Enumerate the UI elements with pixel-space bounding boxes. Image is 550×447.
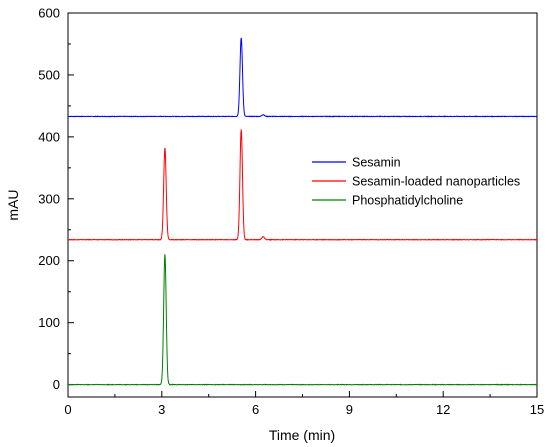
y-axis-title: mAU xyxy=(5,189,21,220)
y-tick-label: 300 xyxy=(38,191,60,206)
x-tick-label: 12 xyxy=(436,402,450,417)
legend-label: Phosphatidylcholine xyxy=(352,194,463,208)
y-axis-ticks: 0 100 200 300 400 500 600 xyxy=(38,6,74,392)
plot-frame xyxy=(67,12,538,398)
x-tick-label: 0 xyxy=(64,402,71,417)
y-tick-label: 500 xyxy=(38,67,60,82)
x-tick-label: 15 xyxy=(530,402,544,417)
y-tick-label: 0 xyxy=(53,377,60,392)
series-line-sesamin-loaded-nanoparticles xyxy=(67,129,538,241)
legend-label: Sesamin-loaded nanoparticles xyxy=(352,175,520,189)
y-tick-label: 400 xyxy=(38,129,60,144)
x-axis-ticks: 0 3 6 9 12 15 xyxy=(64,391,544,417)
y-tick-label: 100 xyxy=(38,315,60,330)
x-tick-label: 3 xyxy=(158,402,165,417)
series-line-phosphatidylcholine xyxy=(67,254,538,386)
y-tick-label: 200 xyxy=(38,253,60,268)
series-line-sesamin xyxy=(67,37,538,118)
series-lines xyxy=(67,37,538,386)
x-axis-title: Time (min) xyxy=(269,427,335,443)
x-tick-label: 6 xyxy=(252,402,259,417)
legend-label: Sesamin xyxy=(352,156,401,170)
y-tick-label: 600 xyxy=(38,6,60,21)
x-tick-label: 9 xyxy=(346,402,353,417)
legend: Sesamin Sesamin-loaded nanoparticles Phosp… xyxy=(312,156,520,208)
